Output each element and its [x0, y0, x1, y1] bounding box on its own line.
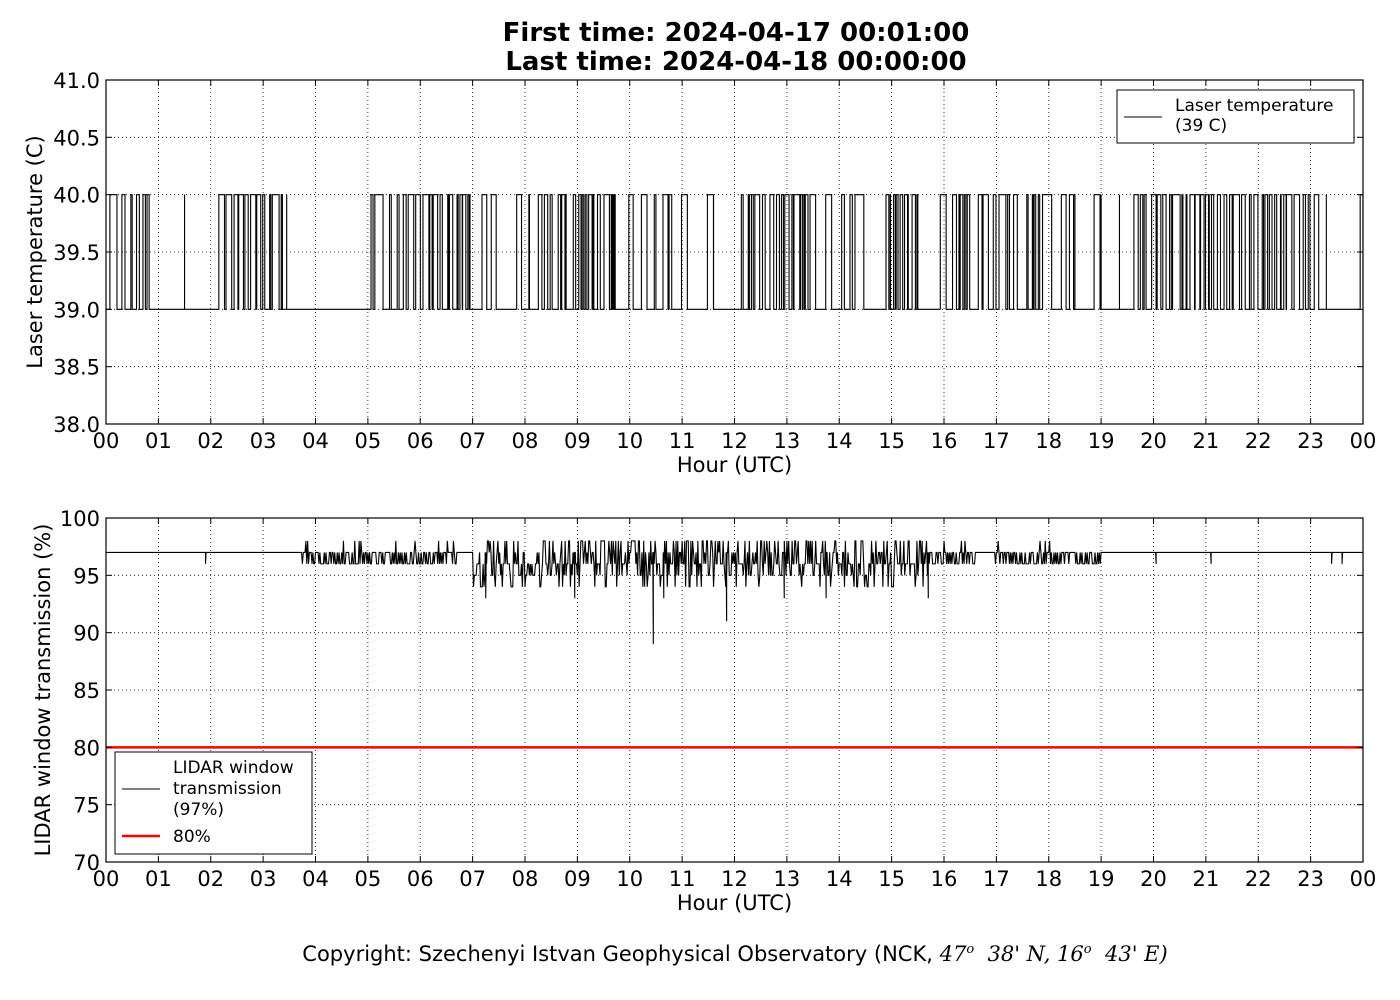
y-tick-label: 40.0: [53, 184, 100, 208]
x-tick-label: 01: [145, 429, 172, 453]
x-tick-label: 12: [721, 867, 748, 891]
x-axis-label: Hour (UTC): [677, 891, 792, 915]
x-tick-label: 23: [1297, 867, 1324, 891]
x-tick-label: 10: [616, 867, 643, 891]
copyright-prefix: Copyright: Szechenyi Istvan Geophysical …: [302, 942, 940, 966]
x-tick-label: 12: [721, 429, 748, 453]
copyright-line: Copyright: Szechenyi Istvan Geophysical …: [0, 938, 1400, 966]
legend-label: (97%): [173, 800, 224, 820]
y-tick-label: 70: [73, 851, 100, 875]
x-tick-label: 00: [1350, 429, 1377, 453]
x-tick-label: 22: [1245, 867, 1272, 891]
y-tick-label: 39.0: [53, 298, 100, 322]
x-tick-label: 15: [878, 429, 905, 453]
y-tick-label: 38.0: [53, 413, 100, 437]
x-tick-label: 03: [250, 429, 277, 453]
x-tick-label: 09: [564, 429, 591, 453]
x-tick-label: 00: [93, 429, 120, 453]
x-tick-label: 11: [669, 429, 696, 453]
legend-label: (39 C): [1175, 116, 1227, 136]
x-tick-label: 06: [407, 429, 434, 453]
legend-label: transmission: [173, 779, 282, 799]
legend-label: 80%: [173, 827, 211, 847]
longitude-minutes: 43' E): [1104, 942, 1168, 966]
x-tick-label: 19: [1088, 429, 1115, 453]
y-tick-label: 90: [73, 622, 100, 646]
x-tick-label: 04: [302, 867, 329, 891]
x-tick-label: 02: [197, 867, 224, 891]
chart-panel-2: [105, 517, 1364, 863]
y-tick-label: 75: [73, 794, 100, 818]
y-tick-label: 80: [73, 736, 100, 760]
x-tick-label: 18: [1035, 429, 1062, 453]
x-axis-label: Hour (UTC): [677, 453, 792, 477]
x-tick-label: 08: [512, 429, 539, 453]
x-tick-label: 22: [1245, 429, 1272, 453]
x-tick-label: 09: [564, 867, 591, 891]
x-tick-label: 11: [669, 867, 696, 891]
legend-label: Laser temperature: [1175, 96, 1333, 116]
y-tick-label: 41.0: [53, 69, 100, 93]
longitude-degrees: 16: [1057, 942, 1084, 966]
y-tick-label: 39.5: [53, 241, 100, 265]
series-line-laser-temperature: [106, 194, 1363, 310]
x-tick-label: 23: [1297, 429, 1324, 453]
x-tick-label: 08: [512, 867, 539, 891]
x-tick-label: 05: [355, 429, 382, 453]
x-tick-label: 10: [616, 429, 643, 453]
series-line-lidar-transmission: [106, 540, 1363, 645]
x-tick-label: 15: [878, 867, 905, 891]
x-tick-label: 05: [355, 867, 382, 891]
x-tick-label: 06: [407, 867, 434, 891]
y-tick-label: 38.5: [53, 356, 100, 380]
x-tick-label: 13: [774, 429, 801, 453]
x-tick-label: 20: [1140, 867, 1167, 891]
chart-title-line-2: Last time: 2024-04-18 00:00:00: [505, 47, 967, 77]
x-tick-label: 20: [1140, 429, 1167, 453]
x-tick-label: 07: [459, 867, 486, 891]
x-tick-label: 17: [983, 429, 1010, 453]
y-tick-label: 95: [73, 564, 100, 588]
x-tick-label: 13: [774, 867, 801, 891]
x-tick-label: 02: [197, 429, 224, 453]
latitude-degree-mark: o: [966, 942, 975, 957]
chart-panel-1: [105, 79, 1364, 425]
legend-label: LIDAR window: [173, 758, 294, 778]
x-tick-label: 17: [983, 867, 1010, 891]
x-tick-label: 14: [826, 867, 853, 891]
x-tick-label: 16: [931, 867, 958, 891]
latitude-degrees: 47: [939, 942, 967, 966]
x-tick-label: 00: [93, 867, 120, 891]
y-axis-label: LIDAR window transmission (%): [31, 524, 55, 857]
latitude-minutes: 38' N,: [987, 942, 1058, 966]
x-tick-label: 19: [1088, 867, 1115, 891]
y-tick-label: 100: [60, 507, 100, 531]
x-tick-label: 21: [1193, 429, 1220, 453]
x-tick-label: 04: [302, 429, 329, 453]
x-tick-label: 16: [931, 429, 958, 453]
x-tick-label: 00: [1350, 867, 1377, 891]
x-tick-label: 18: [1035, 867, 1062, 891]
x-tick-label: 14: [826, 429, 853, 453]
x-tick-label: 03: [250, 867, 277, 891]
y-axis-label: Laser temperature (C): [23, 135, 47, 368]
chart-title-line-1: First time: 2024-04-17 00:01:00: [502, 18, 970, 48]
y-tick-label: 85: [73, 679, 100, 703]
y-tick-label: 40.5: [53, 126, 100, 150]
x-tick-label: 01: [145, 867, 172, 891]
x-tick-label: 21: [1193, 867, 1220, 891]
x-tick-label: 07: [459, 429, 486, 453]
longitude-degree-mark: o: [1083, 942, 1092, 957]
